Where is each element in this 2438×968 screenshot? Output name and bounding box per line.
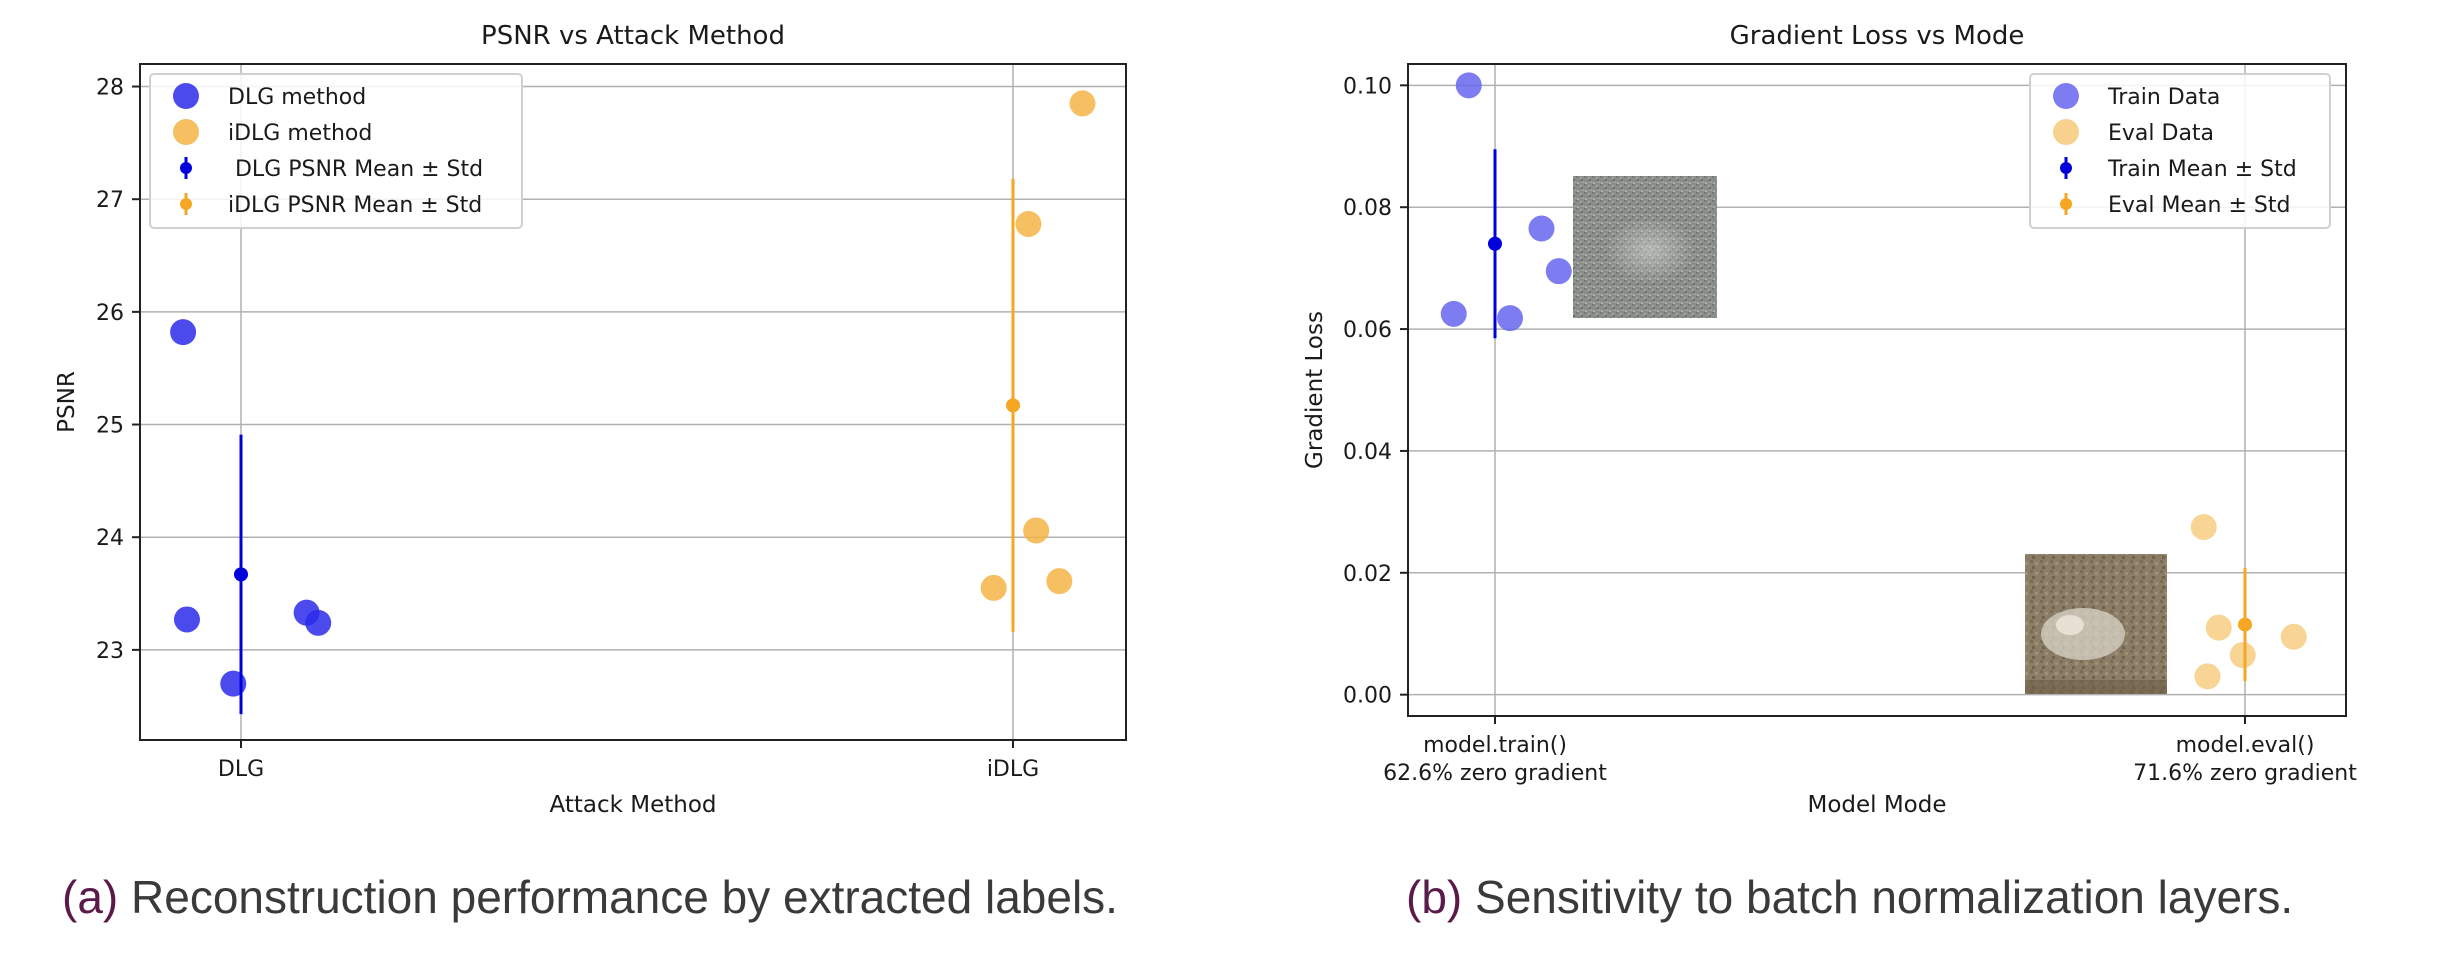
point-idlg-method-3 — [1023, 517, 1050, 544]
chart-b-plot-area — [1407, 63, 2347, 717]
legend-label-idlg-errorbar: iDLG PSNR Mean ± Std — [228, 193, 482, 218]
chart-b-title: Gradient Loss vs Mode — [1730, 21, 2025, 51]
caption-a-tag: (a) — [62, 871, 119, 923]
legend-swatch-dlg-errorbar-dot — [180, 162, 192, 174]
legend-swatch-idlg-method — [173, 119, 199, 145]
inset-image-frog — [2025, 554, 2167, 694]
y-tick-label: 0.08 — [1343, 196, 1392, 221]
legend-label-idlg-method: iDLG method — [228, 121, 372, 146]
caption-b-tag: (b) — [1406, 871, 1463, 923]
x-tick-label: model.train() — [1423, 733, 1567, 758]
point-eval-data-1 — [2190, 514, 2217, 541]
caption-b: (b) Sensitivity to batch normalization l… — [1406, 870, 2293, 924]
x-tick-label: iDLG — [987, 757, 1039, 782]
chart-a-plot-area — [139, 63, 1127, 741]
legend-label-dlg-errorbar: DLG PSNR Mean ± Std — [228, 157, 483, 182]
x-tick-label: DLG — [218, 757, 264, 782]
y-tick-label: 24 — [96, 526, 124, 551]
x-tick-label: 71.6% zero gradient — [2133, 761, 2357, 786]
y-tick-label: 0.06 — [1343, 318, 1392, 343]
panel-a: PSNR vs Attack Method 23 24 25 26 27 28 DLG iD… — [54, 21, 1127, 818]
errorbar-mean-idlg-psnr-mean-std — [1006, 398, 1020, 413]
chart-b-xlabel: Model Mode — [1807, 792, 1946, 818]
y-tick-label: 0.00 — [1343, 684, 1392, 709]
point-idlg-method-1 — [1069, 90, 1096, 117]
chart-a-ylabel: PSNR — [54, 371, 80, 433]
point-train-data-2 — [1455, 72, 1482, 99]
y-tick-label: 26 — [96, 301, 124, 326]
errorbar-mean-dlg-psnr-mean-std — [234, 567, 248, 582]
inset-image-noisy-reconstruction — [1573, 176, 1717, 318]
chart-a-title: PSNR vs Attack Method — [481, 21, 785, 51]
y-tick-label: 0.10 — [1343, 74, 1392, 99]
y-tick-label: 23 — [96, 639, 124, 664]
point-train-data-3 — [1497, 305, 1523, 332]
legend-swatch-train-errorbar-dot — [2060, 162, 2072, 174]
chart-a-xlabel: Attack Method — [550, 792, 717, 818]
panel-b: Gradient Loss vs Mode 0.000.020.040.060.… — [1302, 21, 2357, 818]
point-eval-data-4 — [2229, 642, 2256, 669]
chart-a-legend: DLG method iDLG method DLG PSNR Mean ± S… — [149, 73, 523, 229]
point-train-data-4 — [1528, 215, 1555, 242]
legend-swatch-eval-data — [2053, 119, 2079, 145]
legend-label-train-errorbar: Train Mean ± Std — [2107, 157, 2297, 182]
y-tick-label: 0.04 — [1343, 440, 1392, 465]
x-tick-label: model.eval() — [2176, 733, 2315, 758]
chart-b-x-ticks: model.train() 62.6% zero gradient model.ev… — [1383, 716, 2357, 786]
y-tick-label: 0.02 — [1343, 562, 1392, 587]
chart-b-legend-box — [2029, 73, 2331, 229]
y-tick-label: 25 — [96, 414, 124, 439]
chart-b-ylabel: Gradient Loss — [1302, 311, 1328, 469]
legend-swatch-eval-errorbar-dot — [2060, 198, 2072, 210]
point-eval-data-3 — [2194, 663, 2221, 690]
chart-a-marks — [170, 90, 1096, 715]
caption-a: (a) Reconstruction performance by extrac… — [62, 870, 1118, 924]
chart-b-y-ticks: 0.00 0.02 0.04 0.06 0.08 0.10 — [1343, 74, 1408, 709]
y-tick-label: 28 — [96, 76, 124, 101]
legend-swatch-train-data — [2053, 83, 2079, 109]
legend-label-eval-data: Eval Data — [2108, 121, 2214, 146]
point-idlg-method-4 — [1046, 568, 1073, 595]
chart-a-y-ticks: 23 24 25 26 27 28 — [96, 76, 140, 664]
legend-swatch-dlg-method — [173, 83, 199, 109]
point-eval-data-5 — [2280, 623, 2307, 650]
point-idlg-method-5 — [980, 574, 1007, 601]
point-train-data-5 — [1545, 258, 1572, 285]
legend-label-train-data: Train Data — [2107, 85, 2220, 110]
chart-a-legend-box — [149, 73, 523, 229]
legend-swatch-idlg-errorbar-dot — [180, 198, 192, 210]
caption-b-text: Sensitivity to batch normalization layer… — [1462, 871, 2294, 923]
errorbar-mean-eval-mean-std — [2238, 617, 2252, 632]
point-train-data-1 — [1440, 300, 1467, 327]
point-eval-data-2 — [2205, 614, 2232, 641]
point-idlg-method-2 — [1015, 210, 1042, 237]
legend-label-dlg-method: DLG method — [228, 85, 366, 110]
chart-a-x-ticks: DLG iDLG — [218, 740, 1039, 782]
point-dlg-method-2 — [173, 606, 200, 633]
errorbar-mean-train-mean-std — [1488, 236, 1502, 251]
caption-a-text: Reconstruction performance by extracted … — [118, 871, 1118, 923]
legend-label-eval-errorbar: Eval Mean ± Std — [2108, 193, 2290, 218]
y-tick-label: 27 — [96, 188, 124, 213]
chart-b-legend: Train Data Eval Data Train Mean ± Std Ev… — [2029, 73, 2331, 229]
point-dlg-method-5 — [305, 609, 332, 636]
chart-b-marks — [1440, 72, 2307, 690]
x-tick-label: 62.6% zero gradient — [1383, 761, 1607, 786]
point-dlg-method-1 — [170, 319, 197, 346]
